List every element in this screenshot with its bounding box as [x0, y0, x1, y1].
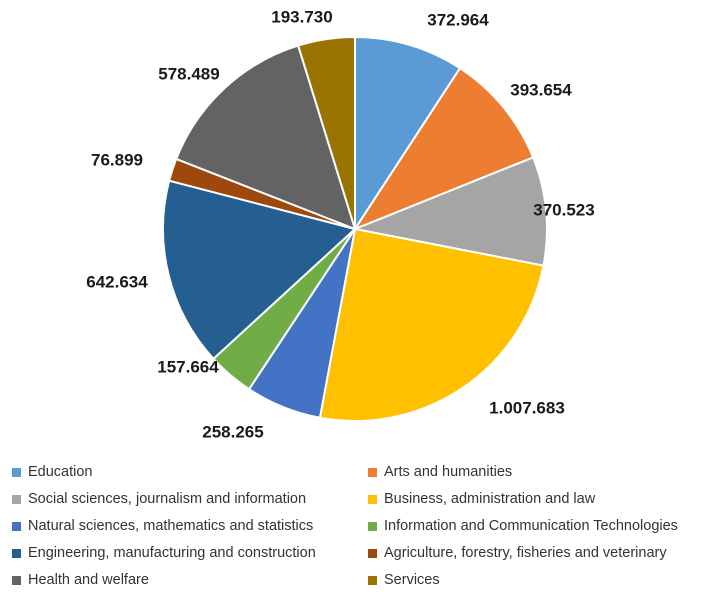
legend-swatch: [368, 521, 377, 531]
pie-slice: [354, 35, 462, 233]
legend-swatch: [12, 521, 21, 531]
legend-item: Education: [12, 462, 368, 482]
legend-swatch: [368, 467, 377, 477]
legend-item: Arts and humanities: [368, 462, 708, 482]
pie-slice: [174, 44, 357, 231]
legend-swatch: [368, 575, 377, 585]
legend-label: Business, administration and law: [384, 491, 596, 507]
data-label: 76.899: [91, 150, 143, 169]
legend-label: Health and welfare: [28, 572, 149, 588]
legend-swatch: [12, 575, 21, 585]
legend-label: Agriculture, forestry, fisheries and vet…: [384, 545, 667, 561]
pie-chart: 372.964 393.654 370.523 1.007.683 258.265 157…: [86, 7, 594, 441]
data-label: 372.964: [427, 10, 489, 29]
legend-label: Services: [384, 572, 440, 588]
legend-swatch: [12, 467, 21, 477]
legend-item: Engineering, manufacturing and construct…: [12, 543, 368, 563]
legend-label: Natural sciences, mathematics and statis…: [28, 518, 314, 534]
legend-item: Health and welfare: [12, 570, 368, 590]
legend-label: Information and Communication Technologi…: [384, 518, 678, 534]
legend-label: Engineering, manufacturing and construct…: [28, 545, 316, 561]
legend-label: Arts and humanities: [384, 464, 513, 480]
legend-item: Social sciences, journalism and informat…: [12, 489, 368, 509]
data-label: 258.265: [202, 422, 263, 441]
pie-slice: [318, 227, 545, 422]
legend-item: Natural sciences, mathematics and statis…: [12, 516, 368, 536]
data-label: 1.007.683: [489, 398, 565, 417]
data-label: 157.664: [157, 357, 219, 376]
pie-slice: [352, 66, 535, 232]
data-labels: 372.964 393.654 370.523 1.007.683 258.265 157…: [86, 7, 594, 441]
pie-slice: [162, 179, 358, 361]
pie-slice: [351, 156, 548, 267]
data-label: 578.489: [158, 64, 219, 83]
legend-item: Business, administration and law: [368, 489, 708, 509]
legend-swatch: [368, 548, 377, 558]
data-label: 642.634: [86, 272, 148, 291]
data-label: 393.654: [510, 80, 572, 99]
legend: Education Arts and humanities Social scien…: [12, 462, 708, 590]
data-label: 193.730: [271, 7, 332, 26]
legend-swatch: [368, 494, 377, 504]
legend-swatch: [12, 548, 21, 558]
data-label: 370.523: [533, 200, 594, 219]
pie-slice: [296, 35, 356, 230]
legend-label: Social sciences, journalism and informat…: [28, 491, 307, 507]
legend-item: Agriculture, forestry, fisheries and vet…: [368, 543, 708, 563]
legend-item: Services: [368, 570, 708, 590]
legend-label: Education: [28, 464, 93, 480]
legend-item: Information and Communication Technologi…: [368, 516, 708, 536]
pie-slices: [162, 35, 548, 422]
legend-swatch: [12, 494, 21, 504]
